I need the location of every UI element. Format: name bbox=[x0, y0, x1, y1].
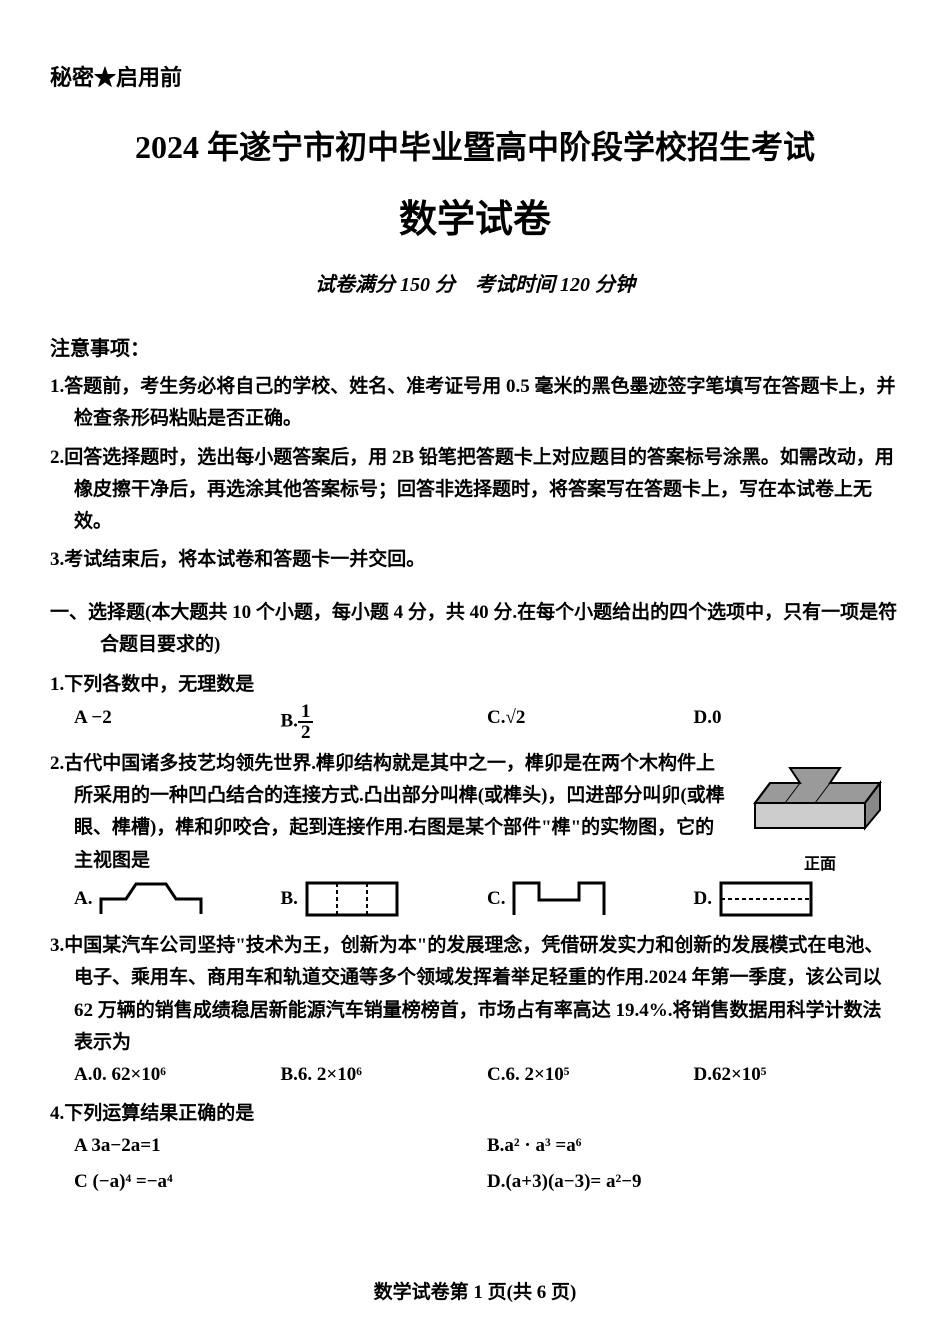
q2-text: 2.古代中国诸多技艺均领先世界.榫卯结构就是其中之一，榫卯是在两个木构件上所采用… bbox=[50, 748, 730, 877]
q1-b-prefix: B. bbox=[281, 710, 298, 731]
fraction-icon: 12 bbox=[298, 702, 314, 742]
q2-option-b: B. bbox=[281, 878, 488, 920]
q4-options-row2: C (−a)⁴ =−a⁴ D.(a+3)(a−3)= a²−9 bbox=[50, 1166, 900, 1198]
q1-b-den: 2 bbox=[298, 723, 314, 742]
shape-d-icon bbox=[716, 878, 816, 920]
shape-a-icon bbox=[96, 879, 206, 919]
q2-d-label: D. bbox=[694, 883, 712, 915]
q2-option-d: D. bbox=[694, 878, 901, 920]
main-title: 2024 年遂宁市初中毕业暨高中阶段学校招生考试 bbox=[50, 122, 900, 168]
q4-option-a: A 3a−2a=1 bbox=[74, 1130, 487, 1162]
notice-item-1: 1.答题前，考生务必将自己的学校、姓名、准考证号用 0.5 毫米的黑色墨迹签字笔… bbox=[50, 371, 900, 436]
q1-b-num: 1 bbox=[298, 702, 314, 723]
q3-option-c: C.6. 2×10⁵ bbox=[487, 1059, 694, 1091]
q2-a-label: A. bbox=[74, 883, 92, 915]
q3-text: 3.中国某汽车公司坚持"技术为王，创新为本"的发展理念，凭借研发实力和创新的发展… bbox=[50, 930, 900, 1059]
q2-figure-label: 正面 bbox=[740, 851, 900, 878]
q2-b-label: B. bbox=[281, 883, 298, 915]
q1-option-a: A −2 bbox=[74, 702, 281, 742]
q3-options: A.0. 62×10⁶ B.6. 2×10⁶ C.6. 2×10⁵ D.62×1… bbox=[50, 1059, 900, 1091]
q3-option-b: B.6. 2×10⁶ bbox=[281, 1059, 488, 1091]
q1-options: A −2 B.12 C.√2 D.0 bbox=[50, 702, 900, 742]
notice-item-2: 2.回答选择题时，选出每小题答案后，用 2B 铅笔把答题卡上对应题目的答案标号涂… bbox=[50, 442, 900, 539]
q1-option-b: B.12 bbox=[281, 702, 488, 742]
question-2: 2.古代中国诸多技艺均领先世界.榫卯结构就是其中之一，榫卯是在两个木构件上所采用… bbox=[50, 748, 900, 920]
q4-option-c: C (−a)⁴ =−a⁴ bbox=[74, 1166, 487, 1198]
tenon-3d-icon bbox=[745, 748, 895, 838]
q1-text: 1.下列各数中，无理数是 bbox=[50, 669, 900, 701]
notice-header: 注意事项： bbox=[50, 332, 900, 361]
question-4: 4.下列运算结果正确的是 A 3a−2a=1 B.a² · a³ =a⁶ C (… bbox=[50, 1098, 900, 1199]
confidential-label: 秘密★启用前 bbox=[50, 60, 900, 92]
q1-option-d: D.0 bbox=[694, 702, 901, 742]
q1-option-c: C.√2 bbox=[487, 702, 694, 742]
q4-text: 4.下列运算结果正确的是 bbox=[50, 1098, 900, 1130]
sub-title: 数学试卷 bbox=[50, 188, 900, 243]
q2-c-label: C. bbox=[487, 883, 505, 915]
page-footer: 数学试卷第 1 页(共 6 页) bbox=[0, 1277, 950, 1304]
q2-option-a: A. bbox=[74, 879, 281, 919]
q4-option-b: B.a² · a³ =a⁶ bbox=[487, 1130, 900, 1162]
exam-info: 试卷满分 150 分 考试时间 120 分钟 bbox=[50, 268, 900, 297]
notice-item-3: 3.考试结束后，将本试卷和答题卡一并交回。 bbox=[50, 544, 900, 576]
q4-option-d: D.(a+3)(a−3)= a²−9 bbox=[487, 1166, 900, 1198]
q2-figure: 正面 bbox=[740, 748, 900, 878]
shape-c-icon bbox=[509, 878, 609, 920]
q3-option-d: D.62×10⁵ bbox=[694, 1059, 901, 1091]
question-3: 3.中国某汽车公司坚持"技术为王，创新为本"的发展理念，凭借研发实力和创新的发展… bbox=[50, 930, 900, 1091]
question-1: 1.下列各数中，无理数是 A −2 B.12 C.√2 D.0 bbox=[50, 669, 900, 741]
q3-option-a: A.0. 62×10⁶ bbox=[74, 1059, 281, 1091]
q2-option-c: C. bbox=[487, 878, 694, 920]
q4-options-row1: A 3a−2a=1 B.a² · a³ =a⁶ bbox=[50, 1130, 900, 1162]
section-1-header: 一、选择题(本大题共 10 个小题，每小题 4 分，共 40 分.在每个小题给出… bbox=[50, 597, 900, 662]
q2-options: A. B. C. D. bbox=[50, 878, 900, 920]
shape-b-icon bbox=[302, 878, 402, 920]
